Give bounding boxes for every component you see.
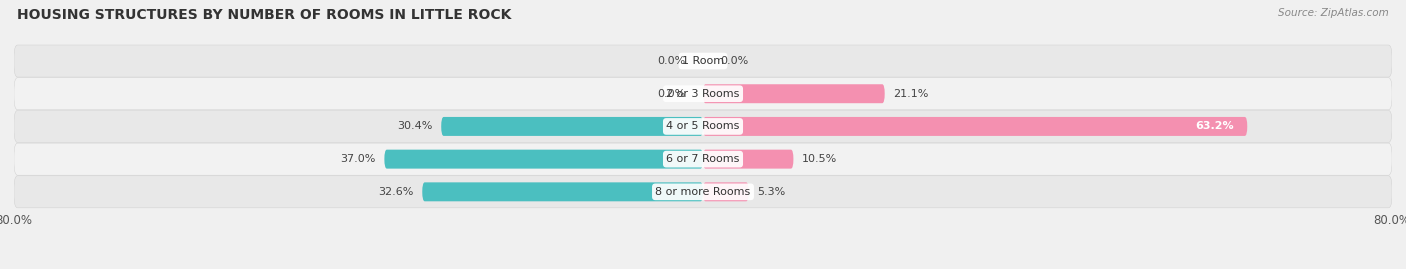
Text: 2 or 3 Rooms: 2 or 3 Rooms: [666, 89, 740, 99]
FancyBboxPatch shape: [703, 182, 748, 201]
FancyBboxPatch shape: [14, 110, 1392, 143]
FancyBboxPatch shape: [703, 117, 1247, 136]
FancyBboxPatch shape: [441, 117, 703, 136]
Text: 1 Room: 1 Room: [682, 56, 724, 66]
FancyBboxPatch shape: [703, 150, 793, 169]
FancyBboxPatch shape: [422, 182, 703, 201]
FancyBboxPatch shape: [14, 176, 1392, 208]
Text: 5.3%: 5.3%: [758, 187, 786, 197]
FancyBboxPatch shape: [14, 78, 1392, 110]
FancyBboxPatch shape: [703, 84, 884, 103]
Text: 21.1%: 21.1%: [893, 89, 929, 99]
Text: 6 or 7 Rooms: 6 or 7 Rooms: [666, 154, 740, 164]
FancyBboxPatch shape: [14, 143, 1392, 175]
Text: 4 or 5 Rooms: 4 or 5 Rooms: [666, 121, 740, 132]
FancyBboxPatch shape: [14, 45, 1392, 77]
Text: 0.0%: 0.0%: [658, 56, 686, 66]
Text: Source: ZipAtlas.com: Source: ZipAtlas.com: [1278, 8, 1389, 18]
Text: 63.2%: 63.2%: [1195, 121, 1234, 132]
Text: 30.4%: 30.4%: [398, 121, 433, 132]
Text: HOUSING STRUCTURES BY NUMBER OF ROOMS IN LITTLE ROCK: HOUSING STRUCTURES BY NUMBER OF ROOMS IN…: [17, 8, 512, 22]
Text: 32.6%: 32.6%: [378, 187, 413, 197]
Text: 8 or more Rooms: 8 or more Rooms: [655, 187, 751, 197]
Text: 10.5%: 10.5%: [801, 154, 838, 164]
Text: 0.0%: 0.0%: [658, 89, 686, 99]
Text: 0.0%: 0.0%: [720, 56, 748, 66]
Text: 37.0%: 37.0%: [340, 154, 375, 164]
Legend: Owner-occupied, Renter-occupied: Owner-occupied, Renter-occupied: [572, 268, 834, 269]
FancyBboxPatch shape: [384, 150, 703, 169]
